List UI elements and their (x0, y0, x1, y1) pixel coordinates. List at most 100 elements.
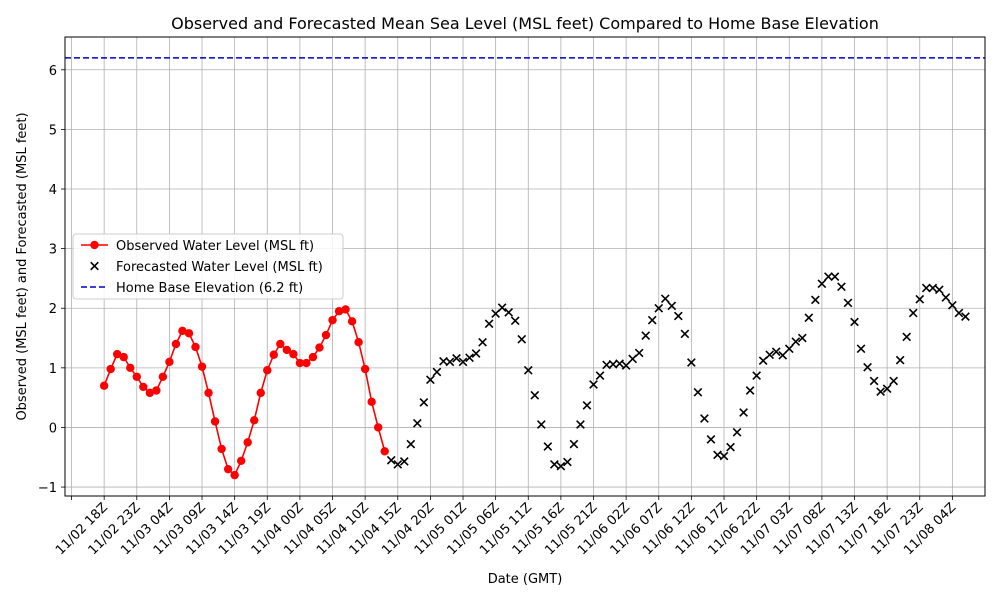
forecast-point (523, 365, 533, 375)
forecast-point (700, 414, 709, 423)
observed-point (152, 386, 161, 395)
legend-label: Forecasted Water Level (MSL ft) (116, 260, 323, 275)
forecast-point (791, 337, 801, 346)
observed-point (263, 366, 272, 375)
y-tick-label: 4 (49, 183, 57, 198)
forecast-point (817, 279, 827, 289)
forecast-point (543, 442, 553, 451)
forecast-point (497, 303, 507, 312)
observed-point (191, 342, 200, 352)
forecast-point (471, 349, 481, 358)
axes-frame (64, 36, 986, 497)
forecast-point (745, 386, 755, 395)
observed-point (204, 388, 213, 398)
observed-point (256, 388, 265, 398)
observed-point (112, 349, 122, 359)
forecast-point (615, 359, 624, 369)
forecast-point (478, 337, 487, 347)
observed-point (302, 358, 311, 368)
forecast-point (654, 303, 664, 313)
legend-observed-marker (90, 240, 99, 250)
observed-point (276, 339, 285, 349)
forecast-point (850, 317, 859, 327)
forecast-point (556, 461, 566, 471)
forecast-point (647, 315, 657, 325)
observed-point (360, 364, 370, 374)
forecast-point (889, 376, 899, 386)
observed-point (217, 444, 226, 454)
forecast-point (732, 427, 742, 437)
observed-point (139, 382, 148, 392)
y-tick-label: 5 (49, 123, 57, 138)
forecast-point (824, 272, 833, 281)
observed-point (119, 352, 128, 362)
forecast-point (954, 308, 964, 318)
y-tick-label: 1 (49, 362, 57, 377)
forecast-point (484, 319, 494, 329)
observed-point (295, 358, 305, 368)
observed-point (126, 363, 135, 373)
x-axis-label: Date (GMT) (488, 572, 563, 587)
forecast-point (719, 451, 729, 461)
forecast-point (536, 420, 546, 429)
forecast-point (641, 331, 651, 341)
forecast-point (621, 361, 631, 370)
forecast-point (673, 311, 683, 321)
forecast-point (752, 371, 761, 380)
forecast-point (876, 387, 885, 397)
forecast-point (765, 350, 775, 360)
observed-point (184, 329, 194, 338)
forecast-point (432, 367, 442, 377)
observed-point (178, 326, 187, 336)
observed-point (230, 470, 239, 480)
forecast-point (771, 347, 781, 357)
forecast-point (797, 333, 807, 343)
grid (65, 37, 985, 496)
observed-point (106, 364, 115, 374)
legend-forecast-marker (90, 261, 99, 271)
chart-title: Observed and Forecasted Mean Sea Level (… (171, 14, 879, 33)
y-tick-label: −1 (38, 481, 57, 496)
observed-point (347, 317, 357, 326)
forecast-point (739, 408, 748, 417)
forecast-point (549, 460, 559, 469)
forecast-point (445, 357, 455, 367)
legend-box (72, 233, 344, 300)
observed-point (334, 307, 344, 316)
observed-point (308, 352, 318, 362)
forecast-point (706, 435, 716, 444)
observed-point (269, 350, 278, 359)
forecast-point (778, 350, 788, 360)
legend-label: Observed Water Level (MSL ft) (116, 239, 314, 254)
forecast-point (667, 301, 677, 311)
forecast-point (961, 312, 970, 321)
forecast-point (458, 357, 468, 367)
observed-point (315, 343, 324, 352)
forecast-point (517, 334, 527, 344)
forecast-point (948, 300, 957, 310)
forecast-point (882, 384, 892, 394)
observed-point (321, 330, 331, 340)
forecast-point (830, 272, 840, 281)
forecast-point (856, 344, 866, 354)
forecast-point (399, 457, 409, 466)
forecast-point (934, 285, 944, 295)
forecast-point (726, 442, 735, 452)
y-tick-label: 3 (49, 243, 57, 258)
forecast-point (863, 362, 872, 372)
forecast-point (386, 455, 396, 465)
observed-point (236, 456, 246, 466)
observed-point (210, 417, 220, 426)
forecast-point (902, 332, 912, 342)
forecast-point (804, 313, 814, 323)
observed-point (341, 305, 350, 314)
forecast-point (582, 401, 592, 410)
y-axis-label: Observed (MSL feet) and Forecasted (MSL … (15, 112, 30, 420)
observed-point (373, 423, 383, 432)
observed-point (328, 315, 337, 325)
forecast-point (452, 353, 461, 363)
forecast-point (687, 358, 696, 367)
forecast-point (406, 439, 416, 449)
forecast-point (869, 376, 879, 386)
observed-point (380, 447, 389, 456)
